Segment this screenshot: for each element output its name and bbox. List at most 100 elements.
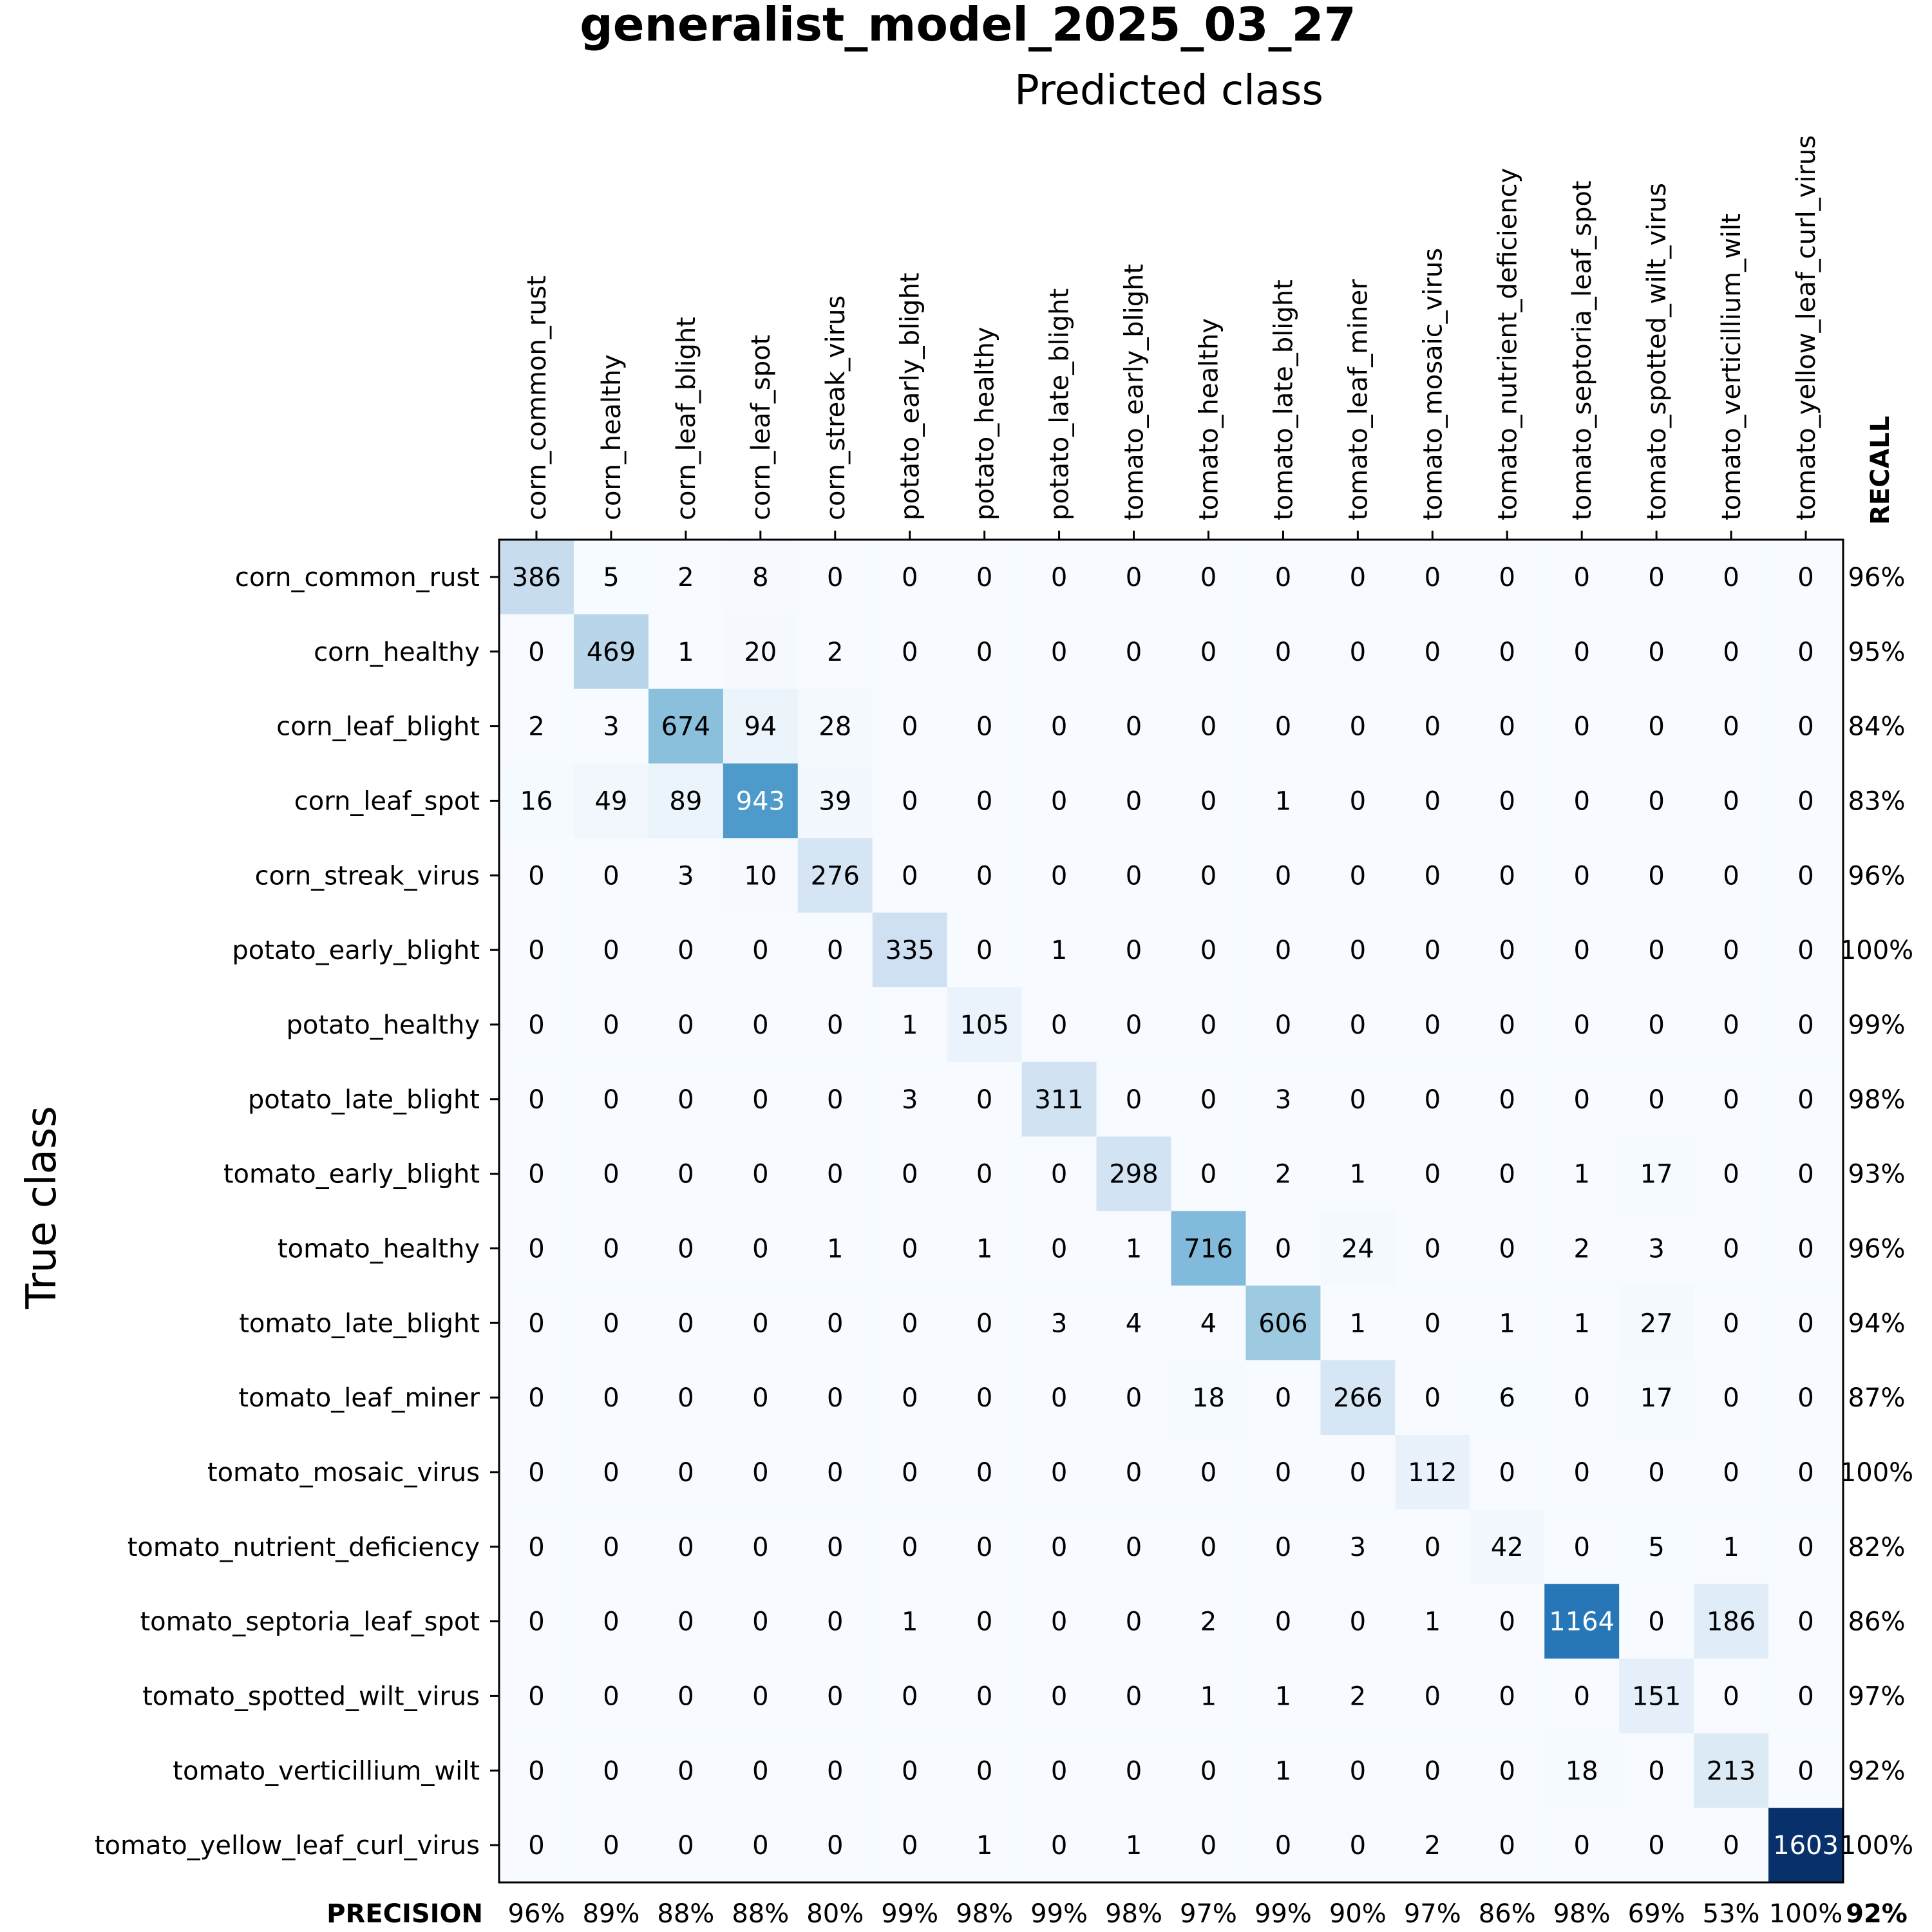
cell-value: 0 bbox=[1425, 712, 1441, 742]
cell-value: 0 bbox=[752, 1383, 768, 1413]
heatmap-cell bbox=[1096, 1136, 1171, 1211]
heatmap-cell bbox=[1544, 1733, 1620, 1808]
heatmap-cell bbox=[1096, 913, 1171, 988]
heatmap-cell bbox=[1171, 1658, 1246, 1734]
heatmap-cell bbox=[1245, 688, 1321, 764]
heatmap-cell bbox=[797, 838, 873, 913]
cell-value: 0 bbox=[1797, 1458, 1814, 1488]
cell-value: 0 bbox=[1499, 712, 1515, 742]
cell-value: 0 bbox=[1126, 1533, 1142, 1562]
cell-value: 0 bbox=[603, 1010, 619, 1040]
heatmap-cell bbox=[1245, 1211, 1321, 1286]
recall-header: RECALL bbox=[1866, 416, 1895, 525]
heatmap-cell bbox=[499, 688, 574, 764]
cell-value: 5 bbox=[1648, 1533, 1664, 1562]
heatmap-cell bbox=[1096, 987, 1171, 1063]
precision-value: 86% bbox=[1479, 1899, 1536, 1929]
cell-value: 0 bbox=[1051, 1458, 1067, 1488]
heatmap-cell bbox=[1395, 1211, 1470, 1286]
heatmap-cell bbox=[1694, 763, 1769, 838]
heatmap-cell bbox=[499, 1285, 574, 1361]
heatmap-cell bbox=[1021, 987, 1097, 1063]
cell-value: 0 bbox=[1723, 1085, 1739, 1115]
cell-value: 0 bbox=[603, 1607, 619, 1637]
heatmap-cell bbox=[1470, 1509, 1545, 1585]
heatmap-cell bbox=[723, 987, 799, 1063]
cell-value: 0 bbox=[752, 936, 768, 965]
cell-value: 0 bbox=[528, 1160, 544, 1189]
cell-value: 0 bbox=[1648, 638, 1664, 667]
recall-value: 100% bbox=[1840, 1831, 1913, 1861]
heatmap-cell bbox=[573, 1584, 649, 1659]
cell-value: 0 bbox=[1648, 1756, 1664, 1786]
heatmap-cell bbox=[947, 1360, 1023, 1435]
cell-value: 0 bbox=[1499, 1458, 1515, 1488]
row-label: corn_common_rust bbox=[235, 563, 480, 592]
cell-value: 0 bbox=[827, 1309, 843, 1338]
cell-value: 0 bbox=[1425, 638, 1441, 667]
recall-value: 98% bbox=[1848, 1085, 1906, 1115]
heatmap-cell bbox=[797, 614, 873, 690]
heatmap-cell bbox=[1021, 763, 1097, 838]
cell-value: 0 bbox=[902, 1831, 918, 1861]
heatmap-cell bbox=[872, 1061, 948, 1137]
cell-value: 0 bbox=[976, 563, 992, 592]
cell-value: 0 bbox=[1499, 1160, 1515, 1189]
heatmap-cell bbox=[1320, 1658, 1396, 1734]
cell-value: 0 bbox=[1126, 563, 1142, 592]
cell-value: 0 bbox=[1648, 1010, 1664, 1040]
cell-value: 335 bbox=[886, 936, 934, 965]
cell-value: 0 bbox=[1425, 1160, 1441, 1189]
heatmap-cell bbox=[1320, 838, 1396, 913]
heatmap-cell bbox=[872, 987, 948, 1063]
cell-value: 0 bbox=[1797, 1010, 1814, 1040]
heatmap-cell bbox=[1245, 1061, 1321, 1137]
precision-value: 98% bbox=[1553, 1899, 1611, 1929]
recall-value: 97% bbox=[1848, 1681, 1906, 1711]
chart-title: generalist_model_2025_03_27 bbox=[580, 0, 1356, 52]
cell-value: 0 bbox=[1051, 1756, 1067, 1786]
cell-value: 0 bbox=[677, 1160, 694, 1189]
heatmap-cell bbox=[573, 1733, 649, 1808]
precision-value: 90% bbox=[1329, 1899, 1387, 1929]
cell-value: 0 bbox=[827, 563, 843, 592]
cell-value: 0 bbox=[1126, 712, 1142, 742]
heatmap-cell bbox=[573, 614, 649, 690]
cell-value: 94 bbox=[744, 712, 777, 742]
heatmap-cell bbox=[1171, 1211, 1246, 1286]
heatmap-cell bbox=[573, 1285, 649, 1361]
cell-value: 3 bbox=[1051, 1309, 1067, 1338]
cell-value: 0 bbox=[1723, 712, 1739, 742]
heatmap-cell bbox=[1544, 1435, 1620, 1510]
heatmap-cell bbox=[1619, 1360, 1694, 1435]
heatmap-cell bbox=[797, 1136, 873, 1211]
cell-value: 1 bbox=[1126, 1234, 1142, 1264]
precision-row: 96% 89% 88% 88% 80% 99% 98% 99% 98% 97% 99% 90% 97% 8… bbox=[508, 1899, 1843, 1929]
heatmap-cell bbox=[1395, 1360, 1470, 1435]
cell-value: 3 bbox=[1275, 1085, 1291, 1115]
cell-value: 0 bbox=[1051, 1010, 1067, 1040]
heatmap-cell bbox=[1245, 763, 1321, 838]
cell-value: 0 bbox=[752, 1010, 768, 1040]
cell-value: 0 bbox=[528, 1831, 544, 1861]
heatmap-cell bbox=[723, 1658, 799, 1734]
cell-value: 0 bbox=[1425, 1085, 1441, 1115]
cell-value: 0 bbox=[1126, 1681, 1142, 1711]
cell-value: 0 bbox=[827, 1010, 843, 1040]
true-class-labels: corn_common_rust corn_healthy corn_leaf_bl… bbox=[95, 563, 480, 1861]
cell-value: 0 bbox=[677, 1607, 694, 1637]
column-label: corn_leaf_blight bbox=[672, 317, 701, 520]
heatmap-cell bbox=[1768, 1285, 1844, 1361]
cell-value: 0 bbox=[1573, 936, 1589, 965]
cell-value: 8 bbox=[752, 563, 768, 592]
cell-value: 0 bbox=[752, 1085, 768, 1115]
cell-value: 18 bbox=[1566, 1756, 1598, 1786]
heatmap-cell bbox=[499, 763, 574, 838]
heatmap-cell bbox=[1021, 1061, 1097, 1137]
heatmap-cell bbox=[1320, 1808, 1396, 1883]
cell-value: 0 bbox=[1275, 1607, 1291, 1637]
cell-value: 0 bbox=[1797, 1607, 1814, 1637]
cell-value: 0 bbox=[528, 1010, 544, 1040]
precision-value: 69% bbox=[1628, 1899, 1685, 1929]
heatmap-cell bbox=[499, 1061, 574, 1137]
